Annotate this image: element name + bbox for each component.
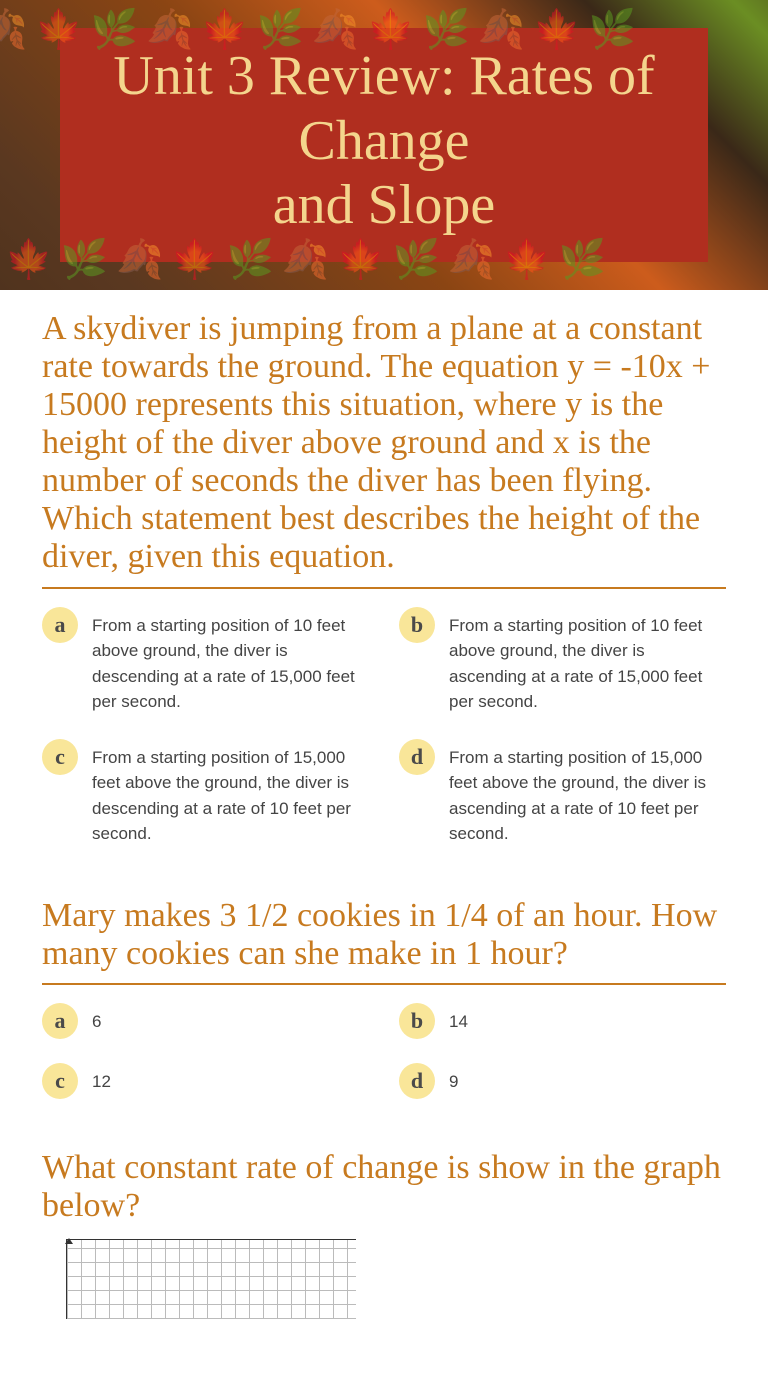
q2-option-b[interactable]: b 14 [399, 1003, 726, 1039]
option-bullet: d [399, 739, 435, 775]
title-line2: and Slope [90, 173, 678, 237]
title-box: Unit 3 Review: Rates of Change and Slope [60, 28, 708, 261]
option-text: 14 [449, 1003, 468, 1035]
q1-option-a[interactable]: a From a starting position of 10 feet ab… [42, 607, 369, 715]
graph-grid [66, 1239, 356, 1319]
option-text: From a starting position of 15,000 feet … [449, 739, 726, 847]
q2-option-a[interactable]: a 6 [42, 1003, 369, 1039]
question-2-options: a 6 b 14 c 12 d 9 [42, 1003, 726, 1149]
option-text: From a starting position of 15,000 feet … [92, 739, 369, 847]
option-text: 9 [449, 1063, 458, 1095]
option-text: 6 [92, 1003, 101, 1035]
q2-option-d[interactable]: d 9 [399, 1063, 726, 1099]
question-3-text: What constant rate of change is show in … [42, 1149, 726, 1235]
q1-option-c[interactable]: c From a starting position of 15,000 fee… [42, 739, 369, 847]
option-bullet: b [399, 1003, 435, 1039]
option-bullet: c [42, 739, 78, 775]
option-bullet: b [399, 607, 435, 643]
title-line1: Unit 3 Review: Rates of Change [90, 44, 678, 173]
q1-option-b[interactable]: b From a starting position of 10 feet ab… [399, 607, 726, 715]
header-banner: Unit 3 Review: Rates of Change and Slope [0, 0, 768, 290]
option-bullet: a [42, 1003, 78, 1039]
option-text: From a starting position of 10 feet abov… [92, 607, 369, 715]
question-1-options: a From a starting position of 10 feet ab… [42, 607, 726, 897]
option-text: From a starting position of 10 feet abov… [449, 607, 726, 715]
q2-option-c[interactable]: c 12 [42, 1063, 369, 1099]
option-bullet: a [42, 607, 78, 643]
option-bullet: c [42, 1063, 78, 1099]
question-2-text: Mary makes 3 1/2 cookies in 1/4 of an ho… [42, 897, 726, 985]
question-1-text: A skydiver is jumping from a plane at a … [42, 310, 726, 589]
q1-option-d[interactable]: d From a starting position of 15,000 fee… [399, 739, 726, 847]
content-area: A skydiver is jumping from a plane at a … [0, 290, 768, 1319]
option-bullet: d [399, 1063, 435, 1099]
option-text: 12 [92, 1063, 111, 1095]
